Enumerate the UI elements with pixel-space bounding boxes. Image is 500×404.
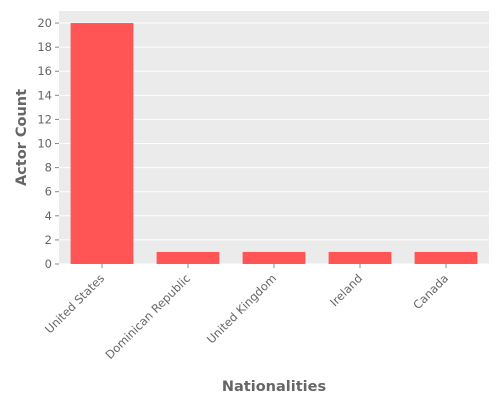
y-axis-title: Actor Count [14,89,30,186]
y-tick-label: 0 [45,257,52,271]
x-tick-label: United Kingdom [204,271,279,346]
y-axis: 0 2 4 6 8 10 12 14 16 18 20 [37,16,59,271]
bar [414,251,478,264]
y-tick-label: 12 [37,112,52,126]
x-tick-label: Dominican Republic [102,271,193,362]
x-axis-title: Nationalities [222,379,326,395]
bars [70,23,478,264]
x-tick-label: Canada [410,271,451,312]
y-tick-label: 6 [45,185,52,199]
x-tick-label: United States [42,271,107,336]
y-tick-label: 2 [45,233,52,247]
y-tick-label: 20 [37,16,52,30]
bar [156,251,220,264]
y-tick-label: 10 [37,137,52,151]
y-tick-label: 4 [45,209,52,223]
bar [70,23,134,264]
y-tick-label: 14 [37,88,52,102]
y-tick-label: 16 [37,64,52,78]
y-tick-label: 18 [37,40,52,54]
x-tick-label: Ireland [327,271,365,309]
bar [242,251,306,264]
y-tick-label: 8 [45,161,52,175]
bar [328,251,392,264]
